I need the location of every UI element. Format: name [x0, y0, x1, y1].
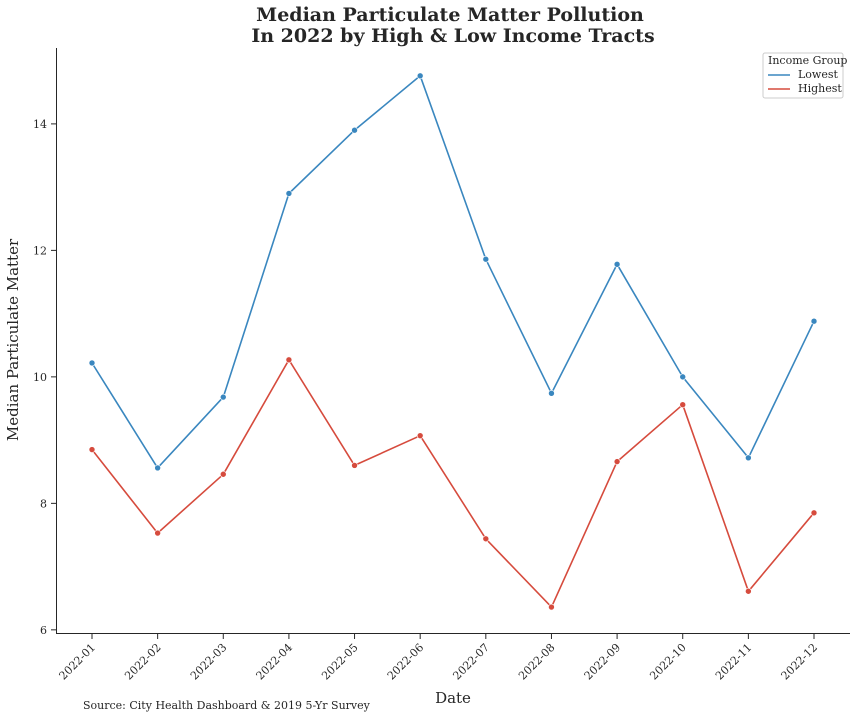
- data-point: [548, 390, 555, 397]
- legend-frame: [762, 52, 844, 99]
- data-point: [482, 535, 490, 543]
- x-axis-label: Date: [435, 689, 471, 707]
- data-point: [613, 260, 621, 268]
- chart-subtitle: In 2022 by High & Low Income Tracts: [251, 25, 654, 47]
- data-point: [154, 529, 161, 537]
- x-tick-label: 2022-07: [450, 641, 492, 683]
- x-tick-label: 2022-10: [647, 641, 689, 683]
- x-axis-ticks: 2022-01 2022-02 2022-03 2022-04 2022-05 2022-…: [57, 634, 821, 683]
- x-tick-label: 2022-02: [122, 641, 164, 683]
- y-axis-ticks: 6 8 10 12 14: [33, 118, 56, 637]
- y-axis-label: Median Particulate Matter: [4, 238, 22, 441]
- legend: Income Group Lowest Highest: [762, 52, 847, 99]
- data-point: [548, 603, 555, 611]
- data-point: [154, 464, 161, 472]
- series-line-lowest: [91, 75, 815, 469]
- legend-title: Income Group: [768, 54, 847, 67]
- y-tick-label: 10: [33, 371, 47, 384]
- data-point: [810, 509, 818, 517]
- series-line-highest: [91, 358, 815, 608]
- series-highest: [88, 356, 818, 611]
- x-tick-label: 2022-09: [582, 641, 624, 683]
- x-tick-label: 2022-11: [713, 641, 755, 683]
- x-tick-label: 2022-12: [779, 641, 821, 683]
- chart-title: Median Particulate Matter Pollution: [256, 4, 644, 26]
- x-tick-label: 2022-05: [319, 641, 361, 683]
- source-note: Source: City Health Dashboard & 2019 5-Y…: [83, 699, 371, 712]
- y-tick-label: 6: [40, 624, 47, 637]
- data-point: [745, 587, 752, 595]
- y-tick-label: 14: [33, 118, 47, 131]
- data-point: [219, 393, 227, 401]
- data-point: [88, 446, 96, 453]
- data-point: [745, 454, 752, 462]
- data-point: [88, 359, 96, 367]
- data-point: [482, 255, 490, 263]
- legend-label-lowest: Lowest: [798, 68, 838, 81]
- y-tick-label: 12: [33, 244, 47, 257]
- legend-label-highest: Highest: [798, 82, 842, 95]
- x-tick-label: 2022-04: [254, 641, 296, 683]
- y-tick-label: 8: [40, 497, 47, 510]
- data-point: [351, 126, 358, 134]
- data-point: [679, 401, 687, 408]
- data-point: [285, 356, 293, 364]
- data-point: [613, 458, 621, 465]
- data-point: [416, 432, 424, 439]
- data-point: [416, 72, 424, 80]
- x-tick-label: 2022-08: [516, 641, 558, 683]
- x-tick-label: 2022-06: [385, 641, 427, 683]
- x-tick-label: 2022-03: [188, 641, 230, 683]
- data-point: [219, 470, 227, 478]
- data-point: [679, 373, 687, 381]
- data-point: [285, 190, 293, 197]
- series-lowest: [88, 72, 818, 472]
- series-layer: [88, 72, 818, 611]
- data-point: [351, 462, 358, 469]
- x-tick-label: 2022-01: [57, 641, 99, 683]
- data-point: [810, 317, 818, 325]
